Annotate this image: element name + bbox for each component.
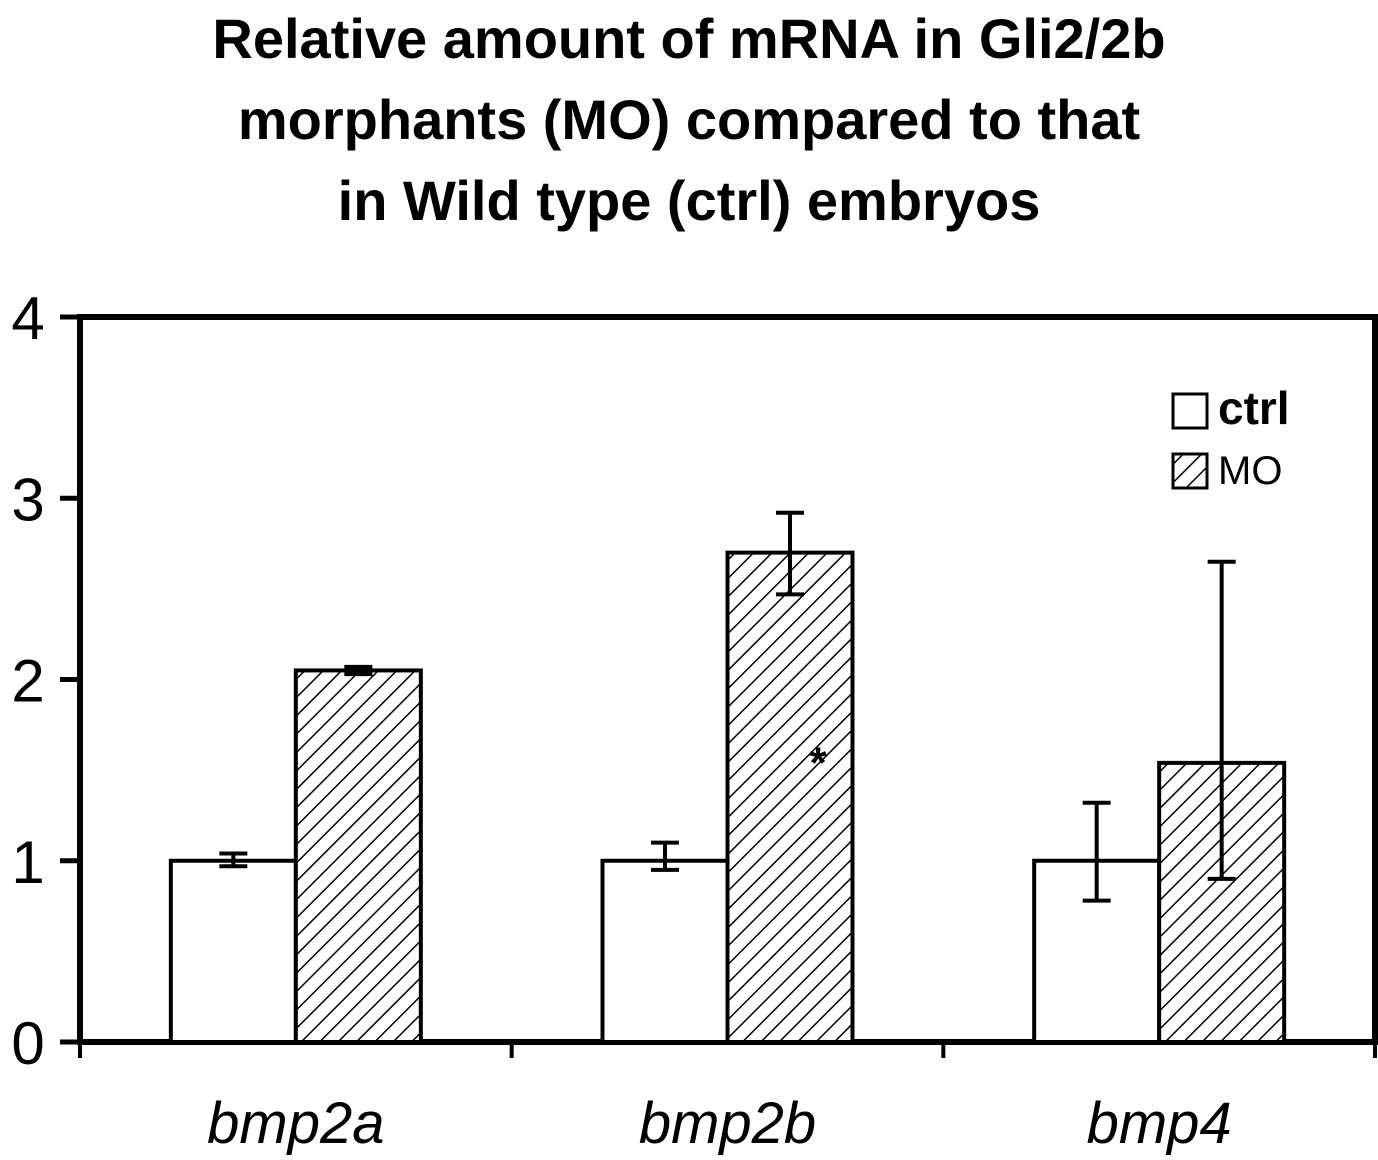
legend: ctrl MO [1171,382,1290,493]
chart-title-line-1: Relative amount of mRNA in Gli2/2b [212,7,1166,70]
bar-MO-bmp2a [293,668,423,1044]
bar-MO-bmp2b [725,550,855,1044]
x-tick-label-bmp2b: bmp2b [639,1091,816,1156]
x-tick-label-bmp2a: bmp2a [207,1091,384,1156]
chart-title-line-2: morphants (MO) compared to that [237,88,1141,151]
bar-ctrl-bmp2b [600,858,730,1044]
x-tick-label-bmp4: bmp4 [1087,1091,1232,1156]
y-tick-label: 3 [11,466,44,533]
legend-swatch-MO [1171,452,1209,490]
bar-ctrl-bmp2a [168,858,298,1044]
y-tick-label: 1 [11,829,44,896]
y-tick-label: 0 [11,1010,44,1077]
y-tick-label: 4 [11,285,44,352]
chart-title: Relative amount of mRNA in Gli2/2b morph… [0,0,1378,243]
legend-swatch-ctrl [1171,392,1209,430]
y-tick-label: 2 [11,648,44,715]
legend-label-MO: MO [1218,449,1282,493]
chart-title-line-3: in Wild type (ctrl) embryos [337,169,1041,232]
significance-asterisk: * [809,738,827,787]
legend-label-ctrl: ctrl [1218,382,1290,434]
